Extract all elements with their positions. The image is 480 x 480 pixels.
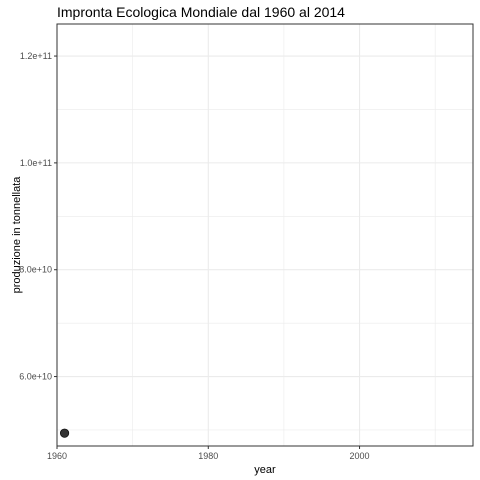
y-tick-label: 1.0e+11 <box>20 158 52 168</box>
grid <box>56 24 473 446</box>
y-tick-label: 8.0e+10 <box>19 265 52 275</box>
x-tick-label: 1980 <box>198 451 218 461</box>
data-points <box>59 428 70 438</box>
y-tick-label: 6.0e+10 <box>19 372 52 382</box>
x-tick-label: 1960 <box>47 451 67 461</box>
y-tick-label: 1.2e+11 <box>20 51 52 61</box>
x-tick-label: 2000 <box>350 451 370 461</box>
y-axis-title: produzione in tonnellata <box>11 176 23 294</box>
x-axis-title: year <box>254 464 276 476</box>
chart-title: Impronta Ecologica Mondiale dal 1960 al … <box>57 4 345 20</box>
plot-panel-border <box>56 23 474 447</box>
axes: 1960 1980 2000 6.0e+10 8.0e+10 1.0e+11 1.2e+11 <box>19 51 369 461</box>
data-point <box>59 428 70 438</box>
